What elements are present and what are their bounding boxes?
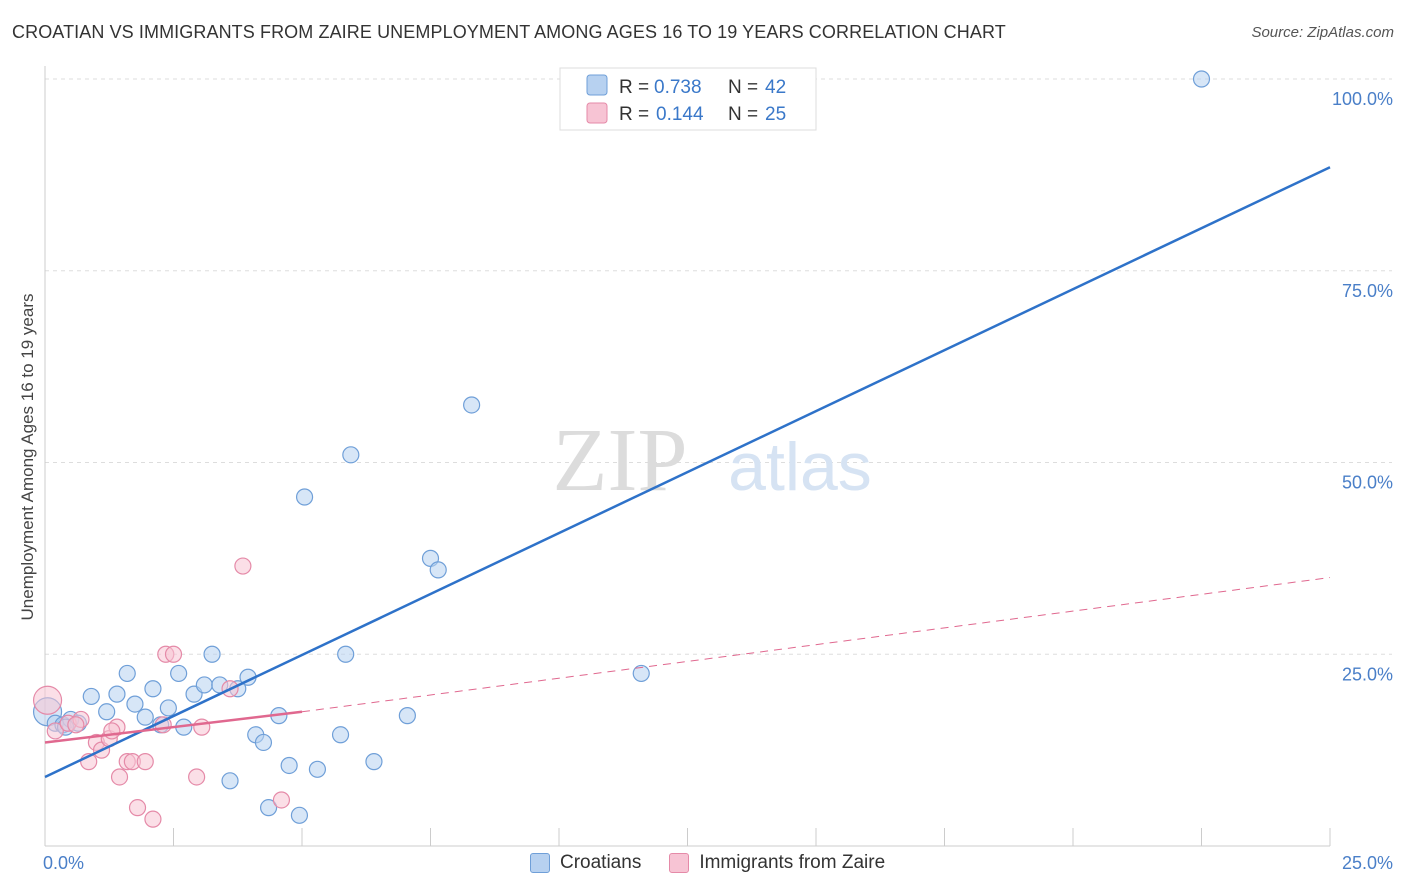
y-tick-label-2: 75.0% <box>1342 281 1393 301</box>
croatian-point-5 <box>82 687 100 706</box>
legend-r-label-1: R = <box>619 104 649 125</box>
y-tick-label-0: 25.0% <box>1342 664 1393 684</box>
croatian-point-24 <box>254 733 273 752</box>
legend-item-zaire: Immigrants from Zaire <box>669 852 885 874</box>
croatian-point-10 <box>136 708 154 726</box>
legend-swatch-croatians <box>586 74 608 96</box>
zaire-point-19 <box>193 718 211 736</box>
zaire-trend-line <box>44 710 303 744</box>
croatian-point-27 <box>280 756 298 775</box>
legend-swatch-pink <box>669 853 690 873</box>
legend-item-croatians: Croatians <box>530 852 641 874</box>
y-tick-label-3: 100.0% <box>1332 89 1393 109</box>
x-tick-label-0: 0.0% <box>43 853 84 873</box>
croatian-point-9 <box>126 695 144 713</box>
zaire-point-14 <box>144 810 162 828</box>
legend-swatch-zaire <box>586 102 608 124</box>
croatian-point-7 <box>108 685 126 703</box>
legend-n-label-0: N = <box>728 77 758 98</box>
croatian-point-13 <box>159 699 177 717</box>
croatian-point-17 <box>195 676 213 694</box>
watermark-atlas: atlas <box>728 429 872 505</box>
legend-r-value-1: 0.144 <box>656 104 704 125</box>
series-legend: Croatians Immigrants from Zaire <box>530 852 913 874</box>
zaire-point-13 <box>136 753 154 771</box>
croatian-point-8 <box>118 664 136 683</box>
zaire-trend-line-extension <box>301 577 1331 713</box>
tick-labels: 25.0% 50.0% 75.0% 100.0% 0.0% 25.0% <box>43 89 1393 873</box>
croatian-point-11 <box>144 680 162 698</box>
legend-label-zaire: Immigrants from Zaire <box>699 852 886 873</box>
legend-swatch-blue <box>530 853 550 873</box>
zaire-point-18 <box>188 768 206 786</box>
croatian-point-37 <box>429 561 447 579</box>
trend-lines <box>44 166 1331 779</box>
croatian-point-29 <box>295 488 314 506</box>
legend-label-croatians: Croatians <box>560 852 642 873</box>
legend-r-label-0: R = <box>619 77 649 98</box>
croatian-point-40 <box>1192 70 1211 88</box>
croatian-point-39 <box>632 664 650 683</box>
source-label: Source: ZipAtlas.com <box>1251 24 1394 41</box>
axes <box>44 66 1331 847</box>
croatian-point-20 <box>221 772 239 790</box>
chart-title: CROATIAN VS IMMIGRANTS FROM ZAIRE UNEMPL… <box>12 22 1006 42</box>
croatian-point-38 <box>463 396 481 414</box>
croatian-point-31 <box>331 726 350 744</box>
zaire-point-17 <box>164 645 183 663</box>
legend-r-value-0: 0.738 <box>654 77 702 98</box>
croatian-point-25 <box>259 799 278 817</box>
zaire-point-24 <box>103 722 121 740</box>
zaire-point-0 <box>32 685 63 715</box>
zaire-point-9 <box>110 768 129 786</box>
croatian-point-33 <box>342 446 360 464</box>
croatian-point-6 <box>98 703 116 721</box>
legend-n-value-1: 25 <box>765 104 786 125</box>
watermark: ZIP atlas <box>553 411 872 510</box>
stats-legend: R = 0.738 N = 42 R = 0.144 N = 25 <box>559 67 817 131</box>
legend-n-value-0: 42 <box>765 77 786 98</box>
croatian-point-18 <box>203 645 221 663</box>
x-tick-label-1: 25.0% <box>1342 853 1393 873</box>
croatians-trend-line <box>44 166 1331 779</box>
zaire-point-22 <box>272 791 291 809</box>
croatian-point-35 <box>398 707 416 725</box>
zaire-point-12 <box>128 799 147 817</box>
zaire-point-21 <box>234 557 252 575</box>
croatian-point-34 <box>365 753 383 771</box>
zaire-point-1 <box>46 722 64 740</box>
zaire-point-23 <box>67 716 85 734</box>
watermark-zip: ZIP <box>553 411 688 510</box>
croatian-point-14 <box>170 664 188 683</box>
gridlines <box>45 78 1392 655</box>
croatian-point-30 <box>308 760 327 778</box>
y-tick-label-1: 50.0% <box>1342 473 1393 493</box>
croatian-point-28 <box>290 806 309 824</box>
legend-n-label-1: N = <box>728 104 758 125</box>
croatian-point-32 <box>337 645 355 663</box>
